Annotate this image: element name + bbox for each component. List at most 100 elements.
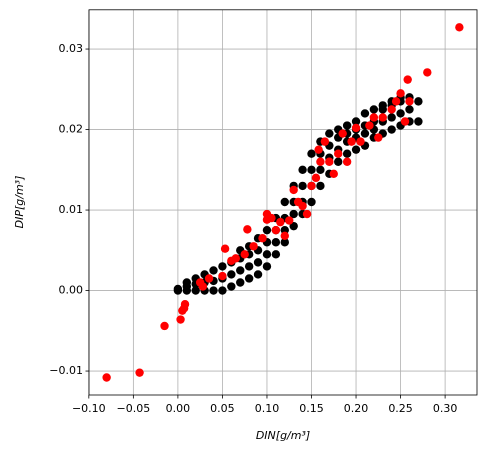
point	[204, 274, 214, 283]
point	[271, 238, 281, 247]
point	[191, 286, 200, 295]
point	[209, 266, 218, 275]
x-tick-label: 0.20	[344, 402, 369, 415]
point	[307, 149, 316, 158]
point	[253, 258, 263, 267]
point	[302, 209, 312, 219]
point	[423, 68, 432, 77]
point	[342, 149, 352, 158]
point	[262, 225, 272, 235]
point	[218, 286, 227, 295]
point	[271, 250, 281, 259]
point	[244, 262, 254, 271]
point	[135, 368, 144, 377]
point	[387, 105, 396, 114]
point	[240, 250, 249, 259]
point	[396, 109, 405, 118]
point	[334, 157, 343, 166]
point	[227, 282, 236, 291]
point	[180, 300, 190, 309]
point	[347, 137, 356, 146]
point	[342, 157, 352, 166]
point	[374, 133, 383, 142]
point	[236, 278, 245, 287]
point	[231, 254, 240, 263]
point	[307, 181, 316, 191]
point	[298, 201, 307, 211]
point	[276, 217, 285, 227]
point	[455, 23, 464, 32]
point	[218, 271, 227, 281]
point	[365, 121, 374, 130]
point	[253, 270, 263, 279]
point	[351, 145, 361, 154]
point	[378, 113, 387, 122]
point	[387, 125, 396, 134]
point	[258, 234, 267, 243]
point	[320, 137, 330, 146]
point	[218, 262, 227, 271]
point	[289, 185, 298, 195]
point	[262, 262, 272, 271]
point	[360, 109, 370, 118]
y-axis-label: DIP[g/m³]	[13, 176, 26, 229]
point	[414, 117, 423, 126]
point	[400, 117, 410, 126]
point	[102, 373, 111, 382]
point	[403, 75, 412, 84]
point	[173, 284, 183, 294]
point	[160, 321, 169, 331]
point	[244, 274, 254, 283]
point	[307, 165, 316, 174]
point	[378, 101, 387, 110]
point	[342, 121, 352, 130]
x-tick-label: 0.05	[210, 402, 235, 415]
point	[220, 244, 230, 253]
point	[280, 238, 289, 247]
y-tick-label: 0.03	[59, 42, 84, 55]
point	[271, 225, 281, 235]
point	[351, 123, 361, 133]
point	[227, 270, 236, 279]
point	[285, 216, 294, 225]
point	[325, 129, 334, 138]
x-tick-label: 0.00	[166, 402, 191, 415]
point	[182, 278, 192, 287]
point	[414, 97, 423, 106]
point	[316, 165, 325, 174]
point	[329, 169, 338, 179]
x-tick-label: −0.10	[72, 402, 106, 415]
x-tick-label: 0.10	[255, 402, 280, 415]
x-tick-label: 0.15	[299, 402, 324, 415]
point	[351, 117, 361, 126]
x-tick-label: 0.25	[388, 402, 413, 415]
point	[316, 181, 325, 191]
y-tick-label: −0.01	[49, 364, 83, 377]
point	[298, 181, 307, 191]
point	[262, 250, 272, 259]
point	[262, 209, 272, 219]
point	[356, 137, 365, 146]
point	[198, 282, 208, 291]
point	[391, 97, 401, 106]
point	[176, 315, 185, 324]
point	[289, 209, 298, 219]
point	[360, 129, 370, 138]
y-tick-label: 0.01	[59, 203, 84, 216]
plot-frame	[88, 9, 478, 396]
point	[325, 157, 334, 166]
point	[280, 197, 289, 207]
point	[307, 197, 316, 207]
y-tick-label: 0.02	[59, 123, 84, 136]
point	[387, 113, 396, 122]
point	[405, 97, 414, 106]
x-tick-label: 0.30	[433, 402, 458, 415]
point	[249, 242, 258, 251]
point	[314, 145, 323, 154]
point	[316, 157, 325, 166]
point	[334, 149, 343, 158]
point	[369, 105, 379, 114]
point	[405, 105, 414, 114]
point	[369, 113, 379, 122]
